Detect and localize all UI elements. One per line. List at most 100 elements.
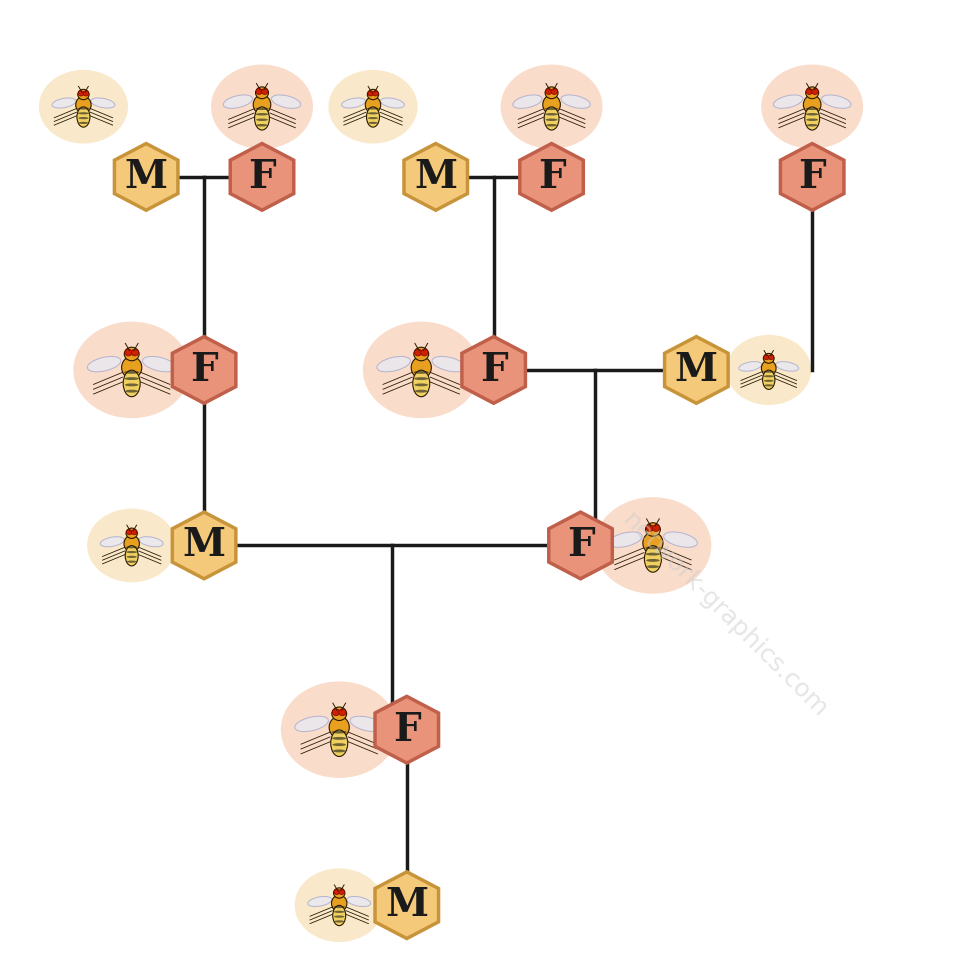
Circle shape	[551, 89, 558, 95]
Ellipse shape	[647, 565, 659, 568]
Polygon shape	[375, 696, 439, 763]
Ellipse shape	[543, 95, 560, 114]
Circle shape	[126, 529, 137, 538]
Ellipse shape	[764, 376, 774, 378]
Ellipse shape	[764, 384, 773, 386]
Circle shape	[77, 89, 89, 100]
Ellipse shape	[87, 356, 121, 372]
Ellipse shape	[412, 370, 430, 397]
Circle shape	[334, 890, 340, 894]
Circle shape	[414, 348, 429, 361]
Ellipse shape	[332, 743, 346, 746]
Polygon shape	[404, 143, 468, 210]
Ellipse shape	[368, 122, 378, 124]
Circle shape	[83, 91, 89, 96]
Ellipse shape	[513, 95, 542, 108]
Text: F: F	[191, 351, 218, 389]
Text: M: M	[675, 351, 718, 389]
Ellipse shape	[333, 905, 346, 925]
Ellipse shape	[333, 906, 345, 908]
Ellipse shape	[127, 556, 136, 558]
Ellipse shape	[350, 716, 383, 732]
Ellipse shape	[308, 896, 332, 907]
Circle shape	[367, 89, 378, 100]
Ellipse shape	[822, 95, 851, 108]
Circle shape	[256, 89, 262, 95]
Ellipse shape	[432, 356, 466, 372]
Ellipse shape	[646, 553, 660, 556]
Circle shape	[545, 87, 558, 99]
Ellipse shape	[806, 113, 819, 115]
Ellipse shape	[368, 112, 378, 114]
Text: M: M	[183, 527, 226, 564]
Ellipse shape	[776, 362, 799, 372]
Polygon shape	[230, 143, 293, 210]
Circle shape	[806, 89, 813, 95]
Ellipse shape	[125, 390, 138, 393]
Ellipse shape	[78, 117, 89, 119]
Ellipse shape	[77, 112, 89, 114]
Ellipse shape	[332, 737, 347, 740]
Ellipse shape	[805, 107, 819, 110]
Circle shape	[132, 529, 136, 534]
Circle shape	[368, 91, 374, 96]
Ellipse shape	[773, 95, 802, 108]
Ellipse shape	[764, 379, 773, 381]
Circle shape	[332, 707, 347, 720]
Circle shape	[261, 89, 268, 95]
Polygon shape	[172, 512, 236, 579]
Ellipse shape	[806, 124, 818, 127]
Ellipse shape	[331, 730, 348, 756]
Ellipse shape	[125, 546, 138, 566]
Ellipse shape	[334, 911, 345, 913]
Ellipse shape	[544, 106, 559, 130]
Ellipse shape	[126, 546, 137, 548]
Ellipse shape	[380, 98, 405, 108]
Polygon shape	[114, 143, 178, 210]
Ellipse shape	[295, 716, 328, 732]
Ellipse shape	[77, 107, 89, 109]
Polygon shape	[520, 143, 584, 210]
Polygon shape	[375, 872, 439, 939]
Ellipse shape	[368, 117, 378, 119]
Circle shape	[78, 91, 84, 96]
Ellipse shape	[500, 65, 602, 149]
Text: F: F	[248, 158, 276, 196]
Ellipse shape	[414, 383, 428, 386]
Ellipse shape	[333, 749, 346, 752]
Circle shape	[646, 525, 653, 531]
Ellipse shape	[803, 95, 821, 114]
Ellipse shape	[643, 532, 663, 554]
Ellipse shape	[411, 356, 432, 378]
Circle shape	[646, 523, 660, 536]
Ellipse shape	[334, 916, 345, 918]
Ellipse shape	[271, 95, 301, 108]
Ellipse shape	[255, 106, 269, 130]
Ellipse shape	[52, 98, 76, 108]
Circle shape	[334, 888, 345, 898]
Ellipse shape	[256, 107, 269, 110]
Ellipse shape	[646, 559, 660, 561]
Ellipse shape	[367, 107, 378, 109]
Circle shape	[414, 349, 422, 356]
Ellipse shape	[39, 70, 128, 143]
Ellipse shape	[363, 321, 480, 418]
Ellipse shape	[256, 113, 268, 115]
Circle shape	[332, 709, 340, 715]
Ellipse shape	[257, 118, 268, 121]
Ellipse shape	[365, 97, 380, 113]
Ellipse shape	[122, 356, 141, 378]
Ellipse shape	[78, 122, 88, 124]
Ellipse shape	[594, 498, 711, 593]
Ellipse shape	[127, 560, 136, 562]
Ellipse shape	[762, 360, 776, 377]
Ellipse shape	[142, 356, 176, 372]
Circle shape	[652, 525, 660, 531]
Ellipse shape	[347, 896, 371, 907]
Ellipse shape	[123, 370, 140, 397]
Text: F: F	[393, 711, 420, 748]
Ellipse shape	[342, 98, 366, 108]
Ellipse shape	[545, 107, 559, 110]
Ellipse shape	[763, 371, 774, 373]
Text: network-graphics.com: network-graphics.com	[619, 508, 832, 723]
